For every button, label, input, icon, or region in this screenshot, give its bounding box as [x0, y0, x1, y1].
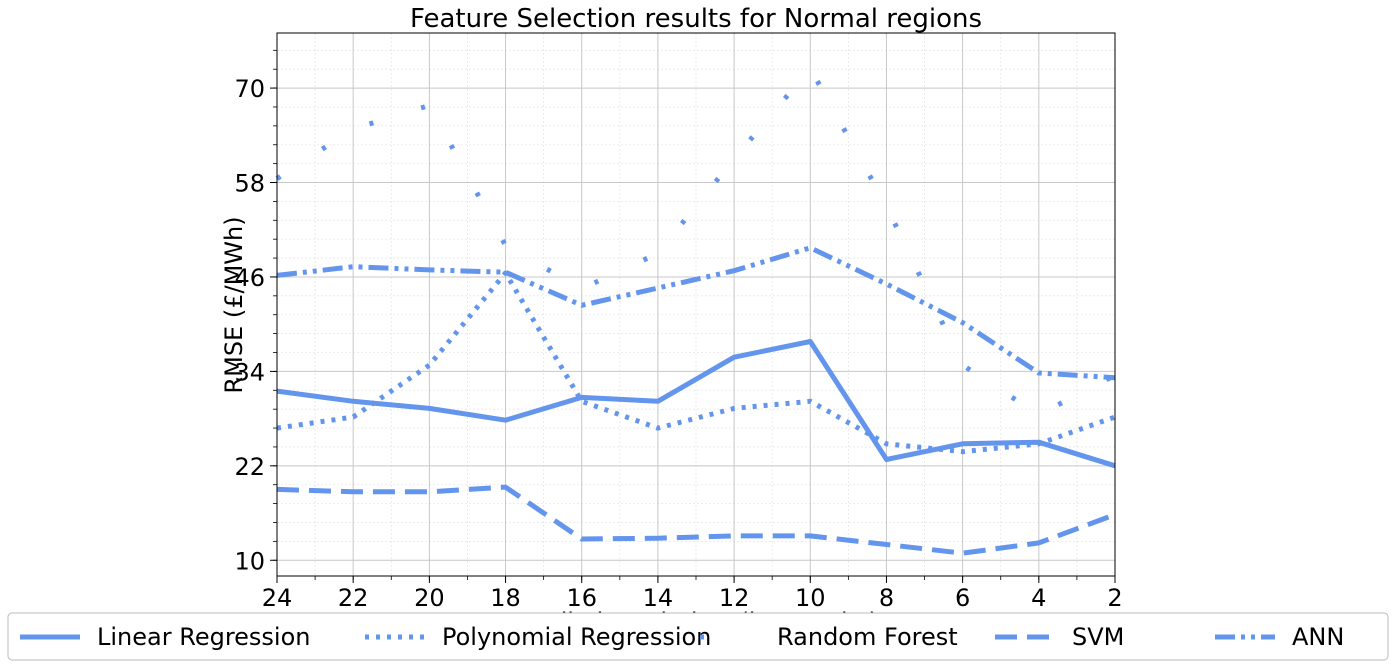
- series-line-1: [276, 270, 1116, 455]
- y-tick-label: 10: [234, 547, 265, 575]
- x-tick-label: 8: [879, 584, 894, 612]
- series-line-3: [276, 484, 1116, 556]
- legend-label-2: Random Forest: [777, 623, 958, 651]
- chart-title: Feature Selection results for Normal reg…: [410, 4, 982, 34]
- x-tick-label: 16: [566, 584, 597, 612]
- y-tick-label: 46: [234, 264, 265, 292]
- x-tick-label: 2: [1107, 584, 1122, 612]
- x-tick-label: 6: [955, 584, 970, 612]
- x-tick-label: 22: [338, 584, 369, 612]
- legend: Linear Regression Polynomial Regression Ra…: [7, 612, 1389, 661]
- series-line-0: [276, 339, 1116, 469]
- series-line-4: [276, 245, 1116, 381]
- legend-label-3: SVM: [1072, 623, 1124, 651]
- y-tick-label: 70: [234, 75, 265, 103]
- y-axis-label: RMSE (£/MWh): [220, 216, 248, 393]
- y-tick-label: 58: [234, 170, 265, 198]
- series-group: [275, 65, 1117, 556]
- x-tick-label: 20: [414, 584, 445, 612]
- legend-label-4: ANN: [1292, 623, 1344, 651]
- x-tick-label: 12: [719, 584, 750, 612]
- legend-label-1: Polynomial Regression: [442, 623, 711, 651]
- legend-box: [7, 612, 1389, 661]
- y-tick-label: 34: [234, 358, 265, 386]
- x-tick-label: 10: [795, 584, 826, 612]
- x-tick-label: 18: [490, 584, 521, 612]
- grid: [276, 33, 1116, 576]
- x-tick-label: 14: [643, 584, 674, 612]
- x-tick-label: 24: [262, 584, 293, 612]
- legend-label-0: Linear Regression: [97, 623, 311, 651]
- y-tick-label: 22: [234, 453, 265, 481]
- tick-group: 24 22 20 18 16 14 12 10 8 6 4 2 10 22 34 46 58 70: [234, 49, 1123, 612]
- legend-items: Linear Regression Polynomial Regression Ra…: [20, 623, 1344, 651]
- x-tick-label: 4: [1031, 584, 1046, 612]
